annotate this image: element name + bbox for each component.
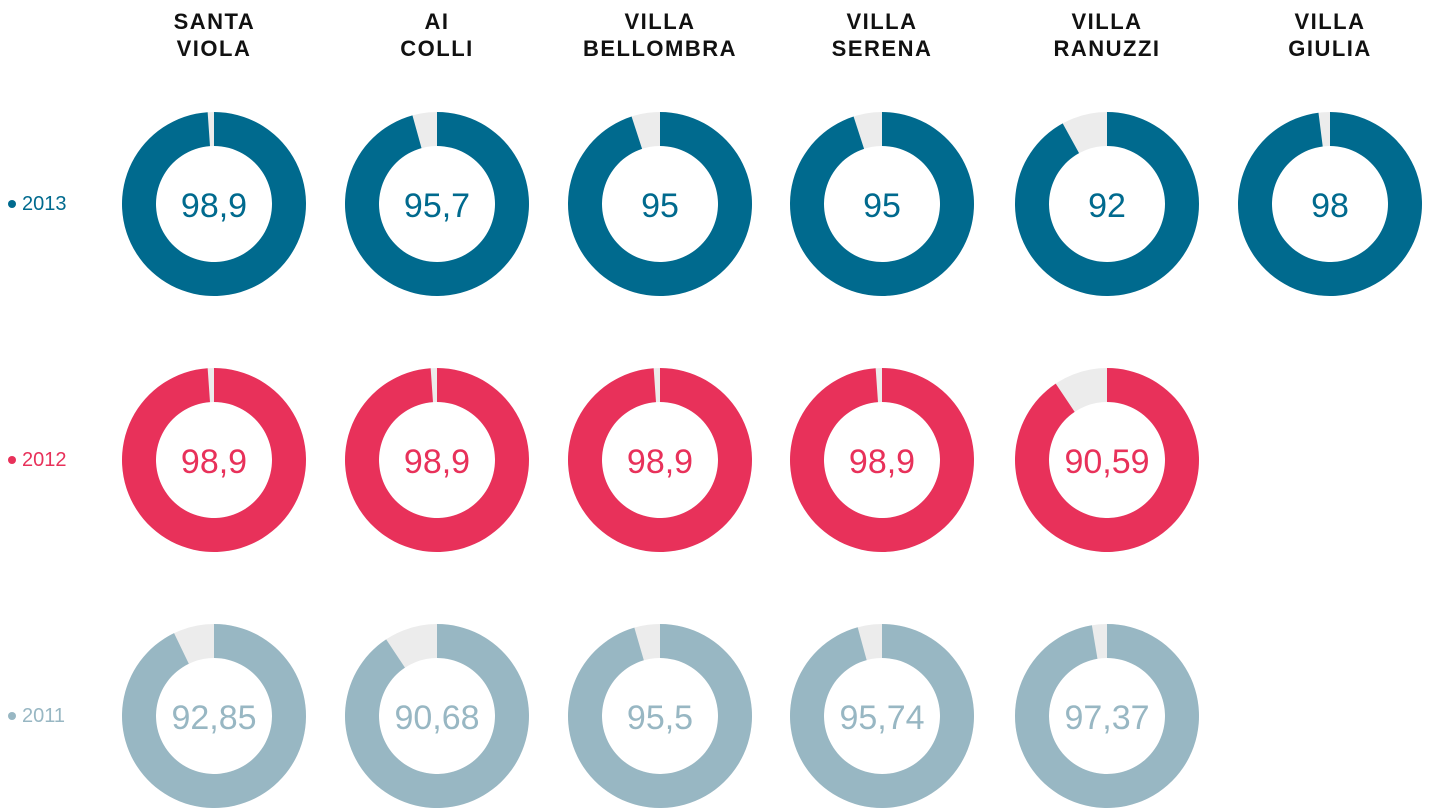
donut-arc: [568, 112, 753, 296]
column-header: VILLA GIULIA: [1288, 9, 1372, 61]
value-label: 97,37: [1064, 699, 1149, 737]
legend-label: 2011: [22, 705, 65, 727]
value-label: 98,9: [627, 443, 693, 481]
value-label: 95: [863, 187, 901, 225]
legend-label: 2012: [22, 449, 67, 471]
donut-arc: [790, 624, 975, 808]
value-label: 92,85: [171, 699, 256, 737]
column-header: VILLA SERENA: [831, 9, 933, 61]
donut-arc: [567, 624, 752, 808]
value-label: 98: [1311, 187, 1349, 225]
donut-arc: [1015, 368, 1200, 552]
value-label: 90,68: [394, 699, 479, 737]
column-header: VILLA RANUZZI: [1053, 9, 1161, 61]
donut-arc: [121, 112, 306, 296]
value-label: 95,7: [404, 187, 470, 225]
legend-dot: [8, 456, 16, 464]
value-label: 98,9: [181, 187, 247, 225]
value-label: 98,9: [181, 443, 247, 481]
value-label: 95: [641, 187, 679, 225]
value-label: 92: [1088, 187, 1126, 225]
value-label: 95,74: [839, 699, 924, 737]
donut-arc: [1238, 112, 1423, 296]
donut-arc: [790, 368, 975, 553]
legend-dot: [8, 200, 16, 208]
value-label: 95,5: [627, 699, 693, 737]
value-label: 98,9: [849, 443, 915, 481]
column-header: VILLA BELLOMBRA: [582, 9, 738, 61]
donut-arc: [345, 112, 529, 297]
value-label: 98,9: [404, 443, 470, 481]
donut-arc: [790, 112, 975, 296]
value-label: 90,59: [1064, 443, 1149, 481]
column-header: SANTA VIOLA: [173, 9, 256, 61]
legend-dot: [8, 712, 16, 720]
donut-arc: [568, 368, 753, 552]
donut-arc: [345, 368, 530, 552]
column-header: AI COLLI: [400, 9, 474, 61]
donut-arc: [1014, 624, 1199, 808]
donut-arc: [121, 624, 306, 808]
donut-arc: [344, 624, 529, 808]
donut-arc: [1015, 112, 1199, 296]
donut-arc: [122, 368, 307, 552]
legend-label: 2013: [22, 193, 67, 215]
